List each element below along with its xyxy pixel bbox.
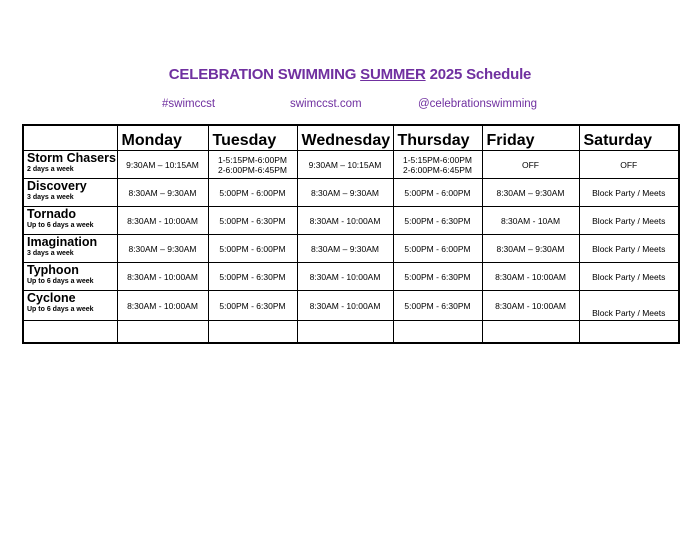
group-cell: Typhoon Up to 6 days a week	[22, 262, 118, 291]
day-header-friday: Friday	[481, 124, 580, 151]
group-cell: Imagination 3 days a week	[22, 234, 118, 263]
group-frequency: 3 days a week	[27, 194, 74, 201]
time-cell: 5:00PM - 6:30PM	[207, 290, 298, 321]
time-cell: 8:30AM - 10:00AM	[116, 262, 209, 291]
time-cell: 5:00PM - 6:00PM	[207, 234, 298, 263]
empty-row	[22, 320, 680, 344]
empty-cell	[207, 320, 298, 344]
empty-cell	[116, 320, 209, 344]
time-cell: 8:30AM - 10:00AM	[481, 290, 580, 321]
time-cell: 5:00PM - 6:00PM	[392, 234, 483, 263]
time-cell: 9:30AM – 10:15AM	[296, 150, 394, 179]
time-cell: 8:30AM – 9:30AM	[481, 234, 580, 263]
time-cell: Block Party / Meets	[578, 234, 680, 263]
time-cell: Block Party / Meets	[578, 206, 680, 235]
time-cell: OFF	[481, 150, 580, 179]
group-cell: Storm Chasers 2 days a week	[22, 150, 118, 179]
day-header-tuesday: Tuesday	[207, 124, 298, 151]
empty-cell	[22, 320, 118, 344]
corner-cell	[22, 124, 118, 151]
group-name: Discovery	[27, 179, 87, 193]
group-frequency: Up to 6 days a week	[27, 278, 94, 285]
time-cell: 8:30AM – 9:30AM	[481, 178, 580, 207]
social-handle: @celebrationswimming	[418, 98, 538, 110]
group-name: Tornado	[27, 207, 77, 221]
time-cell: 5:00PM - 6:00PM	[392, 178, 483, 207]
time-cell: 1-5:15PM-6:00PM 2-6:00PM-6:45PM	[392, 150, 483, 179]
table-row: Cyclone Up to 6 days a week 8:30AM - 10:00…	[22, 290, 680, 321]
time-cell: 8:30AM - 10:00AM	[296, 206, 394, 235]
empty-cell	[481, 320, 580, 344]
time-cell: OFF	[578, 150, 680, 179]
group-frequency: Up to 6 days a week	[27, 222, 94, 229]
time-cell: 8:30AM - 10:00AM	[296, 290, 394, 321]
time-cell: 1-5:15PM-6:00PM 2-6:00PM-6:45PM	[207, 150, 298, 179]
group-cell: Cyclone Up to 6 days a week	[22, 290, 118, 321]
group-cell: Tornado Up to 6 days a week	[22, 206, 118, 235]
empty-cell	[296, 320, 394, 344]
title-text: CELEBRATION SWIMMING	[168, 66, 361, 83]
table-row: Imagination 3 days a week 8:30AM – 9:30AM 5…	[22, 234, 680, 263]
time-cell: 5:00PM - 6:30PM	[392, 262, 483, 291]
header-row: Monday Tuesday Wednesday Thursday Friday Satu…	[22, 124, 680, 151]
day-header-saturday: Saturday	[578, 124, 680, 151]
group-frequency: 2 days a week	[27, 166, 74, 173]
title-season: SUMMER	[360, 66, 426, 83]
time-cell: 8:30AM - 10:00AM	[296, 262, 394, 291]
title-text-end: 2025 Schedule	[425, 66, 532, 83]
time-cell: 8:30AM – 9:30AM	[116, 178, 209, 207]
time-cell: 9:30AM – 10:15AM	[116, 150, 209, 179]
time-cell: Block Party / Meets	[578, 262, 680, 291]
table-row: Storm Chasers 2 days a week 9:30AM – 10:15…	[22, 150, 680, 179]
time-cell: Block Party / Meets	[578, 178, 680, 207]
day-header-monday: Monday	[116, 124, 209, 151]
group-name: Cyclone	[27, 291, 76, 305]
empty-cell	[392, 320, 483, 344]
website-link[interactable]: swimccst.com	[290, 98, 362, 110]
time-cell: 5:00PM - 6:30PM	[207, 206, 298, 235]
time-cell: 8:30AM – 9:30AM	[116, 234, 209, 263]
day-header-wednesday: Wednesday	[296, 124, 394, 151]
time-cell: 8:30AM - 10AM	[481, 206, 580, 235]
time-cell: 5:00PM - 6:30PM	[392, 290, 483, 321]
time-cell: 8:30AM – 9:30AM	[296, 178, 394, 207]
table-row: Discovery 3 days a week 8:30AM – 9:30AM 5:0…	[22, 178, 680, 207]
time-cell: 8:30AM - 10:00AM	[481, 262, 580, 291]
group-cell: Discovery 3 days a week	[22, 178, 118, 207]
empty-cell	[578, 320, 680, 344]
time-cell: 8:30AM – 9:30AM	[296, 234, 394, 263]
hashtag: #swimccst	[162, 98, 216, 110]
page-title: CELEBRATION SWIMMING SUMMER 2025 Schedul…	[0, 66, 700, 83]
time-cell: 8:30AM - 10:00AM	[116, 206, 209, 235]
time-cell: 5:00PM - 6:30PM	[207, 262, 298, 291]
group-frequency: Up to 6 days a week	[27, 306, 94, 313]
schedule-table: Monday Tuesday Wednesday Thursday Friday Satu…	[22, 124, 680, 344]
time-cell: Block Party / Meets	[578, 290, 680, 321]
table-row: Typhoon Up to 6 days a week 8:30AM - 10:00…	[22, 262, 680, 291]
group-frequency: 3 days a week	[27, 250, 74, 257]
time-cell: 8:30AM - 10:00AM	[116, 290, 209, 321]
time-cell: 5:00PM - 6:00PM	[207, 178, 298, 207]
table-row: Tornado Up to 6 days a week 8:30AM - 10:00…	[22, 206, 680, 235]
group-name: Typhoon	[27, 263, 79, 277]
time-cell: 5:00PM - 6:30PM	[392, 206, 483, 235]
day-header-thursday: Thursday	[392, 124, 483, 151]
group-name: Storm Chasers	[27, 151, 116, 165]
group-name: Imagination	[27, 235, 98, 249]
